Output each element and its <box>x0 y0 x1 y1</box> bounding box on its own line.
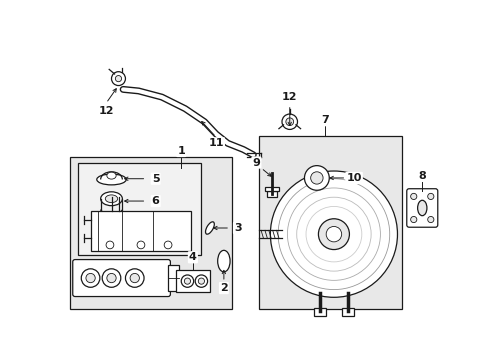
Circle shape <box>86 274 95 283</box>
Text: 1: 1 <box>177 146 185 156</box>
Bar <box>341 308 353 316</box>
Bar <box>176 270 209 292</box>
FancyBboxPatch shape <box>73 260 170 297</box>
Text: 9: 9 <box>252 158 260 167</box>
Circle shape <box>318 219 349 249</box>
Circle shape <box>81 269 100 287</box>
Circle shape <box>282 114 297 130</box>
Bar <box>70 157 231 309</box>
Text: 7: 7 <box>320 115 328 125</box>
Circle shape <box>410 193 416 199</box>
Text: 2: 2 <box>220 283 227 293</box>
Circle shape <box>115 76 122 82</box>
Ellipse shape <box>97 174 126 185</box>
Circle shape <box>137 241 144 249</box>
Ellipse shape <box>107 172 116 179</box>
Circle shape <box>427 193 433 199</box>
Text: 10: 10 <box>346 173 361 183</box>
Text: 6: 6 <box>151 196 159 206</box>
FancyBboxPatch shape <box>406 189 437 227</box>
Bar <box>168 265 179 291</box>
Ellipse shape <box>205 222 214 234</box>
Circle shape <box>164 241 172 249</box>
Circle shape <box>270 171 397 297</box>
Bar <box>258 136 401 309</box>
Ellipse shape <box>417 200 426 216</box>
Circle shape <box>310 172 323 184</box>
Ellipse shape <box>217 250 230 272</box>
Bar <box>90 211 191 251</box>
Circle shape <box>181 275 193 287</box>
Circle shape <box>198 278 204 284</box>
Circle shape <box>325 226 341 242</box>
Circle shape <box>427 216 433 222</box>
Circle shape <box>106 241 114 249</box>
Text: 11: 11 <box>208 138 224 148</box>
Text: 5: 5 <box>152 174 159 184</box>
Text: 3: 3 <box>234 223 241 233</box>
Circle shape <box>184 278 190 284</box>
Text: 4: 4 <box>188 252 196 262</box>
Bar <box>264 187 278 191</box>
Circle shape <box>111 72 125 86</box>
Text: 12: 12 <box>282 92 297 102</box>
Circle shape <box>410 216 416 222</box>
Ellipse shape <box>101 192 122 206</box>
Circle shape <box>102 269 121 287</box>
Ellipse shape <box>105 195 118 203</box>
Text: 8: 8 <box>418 171 425 181</box>
Bar <box>313 308 325 316</box>
Bar <box>266 191 277 197</box>
Circle shape <box>285 118 293 126</box>
Circle shape <box>125 269 144 287</box>
Text: 12: 12 <box>98 106 114 116</box>
Circle shape <box>304 166 328 190</box>
Circle shape <box>195 275 207 287</box>
Circle shape <box>130 274 139 283</box>
Bar <box>78 163 200 255</box>
Circle shape <box>107 274 116 283</box>
